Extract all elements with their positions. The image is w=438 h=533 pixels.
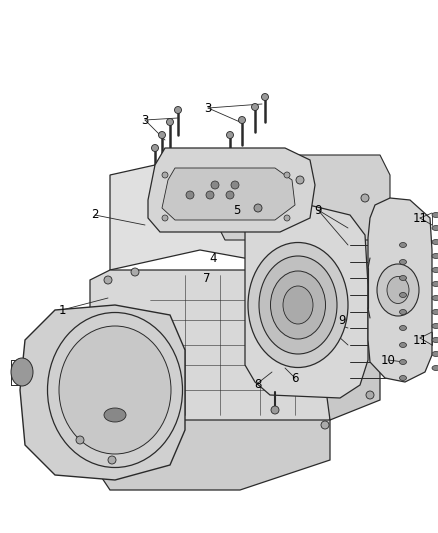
- Ellipse shape: [75, 343, 155, 438]
- Ellipse shape: [226, 191, 234, 199]
- Ellipse shape: [432, 310, 438, 314]
- Ellipse shape: [162, 215, 168, 221]
- Ellipse shape: [259, 256, 337, 354]
- Text: 1: 1: [58, 303, 66, 317]
- Polygon shape: [368, 198, 432, 382]
- Ellipse shape: [432, 295, 438, 301]
- Ellipse shape: [226, 132, 233, 139]
- Ellipse shape: [174, 107, 181, 114]
- Ellipse shape: [432, 213, 438, 217]
- Polygon shape: [90, 270, 330, 450]
- Polygon shape: [245, 198, 368, 398]
- Ellipse shape: [104, 276, 112, 284]
- Ellipse shape: [251, 103, 258, 110]
- Ellipse shape: [399, 359, 406, 365]
- Ellipse shape: [11, 358, 33, 386]
- Text: 3: 3: [204, 101, 212, 115]
- Ellipse shape: [152, 144, 159, 151]
- Ellipse shape: [166, 118, 173, 125]
- Ellipse shape: [162, 172, 168, 178]
- Ellipse shape: [399, 326, 406, 330]
- Ellipse shape: [76, 436, 84, 444]
- Ellipse shape: [206, 191, 214, 199]
- Ellipse shape: [432, 268, 438, 272]
- Text: 2: 2: [91, 208, 99, 222]
- Ellipse shape: [399, 310, 406, 314]
- Ellipse shape: [432, 254, 438, 259]
- Polygon shape: [148, 148, 315, 232]
- Ellipse shape: [366, 391, 374, 399]
- Text: 11: 11: [413, 212, 427, 224]
- Ellipse shape: [261, 93, 268, 101]
- Ellipse shape: [399, 260, 406, 264]
- Text: 3: 3: [141, 114, 148, 126]
- Ellipse shape: [399, 243, 406, 247]
- Ellipse shape: [59, 326, 171, 454]
- Ellipse shape: [61, 326, 169, 454]
- Ellipse shape: [159, 132, 166, 139]
- Ellipse shape: [254, 204, 262, 212]
- Ellipse shape: [387, 277, 409, 303]
- Text: 8: 8: [254, 378, 261, 392]
- Ellipse shape: [283, 286, 313, 324]
- Ellipse shape: [104, 408, 126, 422]
- Ellipse shape: [239, 117, 246, 124]
- Text: 9: 9: [338, 313, 346, 327]
- Ellipse shape: [432, 351, 438, 357]
- Ellipse shape: [432, 225, 438, 230]
- Polygon shape: [90, 380, 330, 490]
- Ellipse shape: [432, 324, 438, 328]
- Ellipse shape: [432, 366, 438, 370]
- Ellipse shape: [211, 181, 219, 189]
- Ellipse shape: [284, 215, 290, 221]
- Ellipse shape: [284, 172, 290, 178]
- Ellipse shape: [271, 406, 279, 414]
- Ellipse shape: [399, 376, 406, 381]
- Ellipse shape: [131, 268, 139, 276]
- Ellipse shape: [432, 239, 438, 245]
- Ellipse shape: [432, 337, 438, 343]
- Polygon shape: [310, 175, 380, 420]
- Ellipse shape: [201, 185, 255, 215]
- Ellipse shape: [108, 456, 116, 464]
- Text: 10: 10: [381, 353, 396, 367]
- Polygon shape: [162, 168, 295, 220]
- Ellipse shape: [188, 177, 268, 222]
- Ellipse shape: [186, 191, 194, 199]
- Ellipse shape: [377, 264, 419, 316]
- Ellipse shape: [399, 343, 406, 348]
- Text: 5: 5: [233, 204, 241, 216]
- Text: 4: 4: [209, 252, 217, 264]
- Ellipse shape: [271, 271, 325, 339]
- Ellipse shape: [50, 312, 180, 467]
- Ellipse shape: [432, 281, 438, 287]
- Ellipse shape: [399, 293, 406, 297]
- Text: 11: 11: [413, 334, 427, 346]
- Ellipse shape: [399, 276, 406, 280]
- Text: 6: 6: [291, 372, 299, 384]
- Ellipse shape: [321, 421, 329, 429]
- Polygon shape: [20, 305, 185, 480]
- Polygon shape: [110, 155, 310, 270]
- Ellipse shape: [296, 176, 304, 184]
- Ellipse shape: [88, 358, 142, 423]
- Polygon shape: [220, 155, 390, 240]
- Ellipse shape: [231, 181, 239, 189]
- Text: 7: 7: [203, 271, 211, 285]
- Ellipse shape: [248, 243, 348, 367]
- Text: 9: 9: [314, 204, 322, 216]
- Ellipse shape: [361, 194, 369, 202]
